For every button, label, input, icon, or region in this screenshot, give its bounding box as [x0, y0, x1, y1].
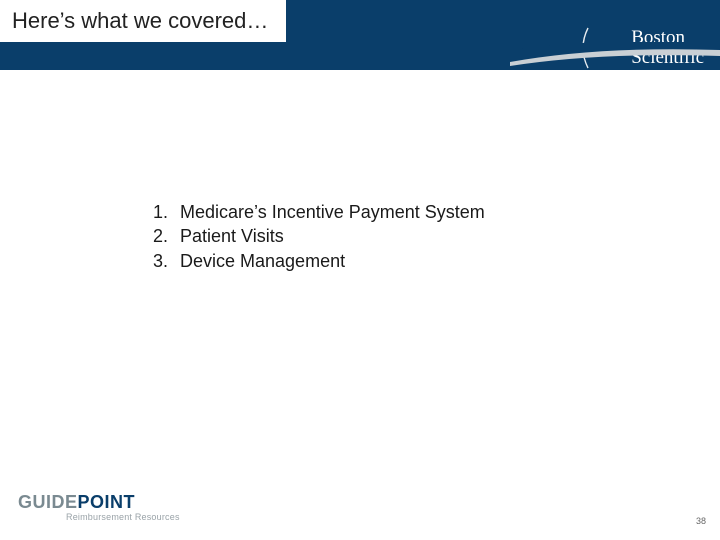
list-item-number: 2. [152, 224, 180, 248]
footer-logo-subtitle: Reimbursement Resources [18, 513, 180, 522]
list-item-text: Medicare’s Incentive Payment System [180, 200, 485, 224]
page-number: 38 [696, 516, 706, 526]
list-item-text: Patient Visits [180, 224, 284, 248]
footer-logo: GUIDEPOINT Reimbursement Resources [18, 493, 180, 522]
brand-swoosh-icon [510, 42, 720, 74]
footer-logo-wordmark: GUIDEPOINT [18, 493, 180, 511]
slide: Here’s what we covered… Boston Scientifi… [0, 0, 720, 540]
list-item-number: 3. [152, 249, 180, 273]
list-item-number: 1. [152, 200, 180, 224]
footer-logo-part-a: GUIDE [18, 492, 78, 512]
footer-logo-part-b: POINT [78, 492, 136, 512]
list-item-text: Device Management [180, 249, 345, 273]
summary-list: 1. Medicare’s Incentive Payment System 2… [152, 200, 485, 273]
page-title: Here’s what we covered… [0, 0, 286, 42]
list-item: 3. Device Management [152, 249, 485, 273]
list-item: 2. Patient Visits [152, 224, 485, 248]
list-item: 1. Medicare’s Incentive Payment System [152, 200, 485, 224]
